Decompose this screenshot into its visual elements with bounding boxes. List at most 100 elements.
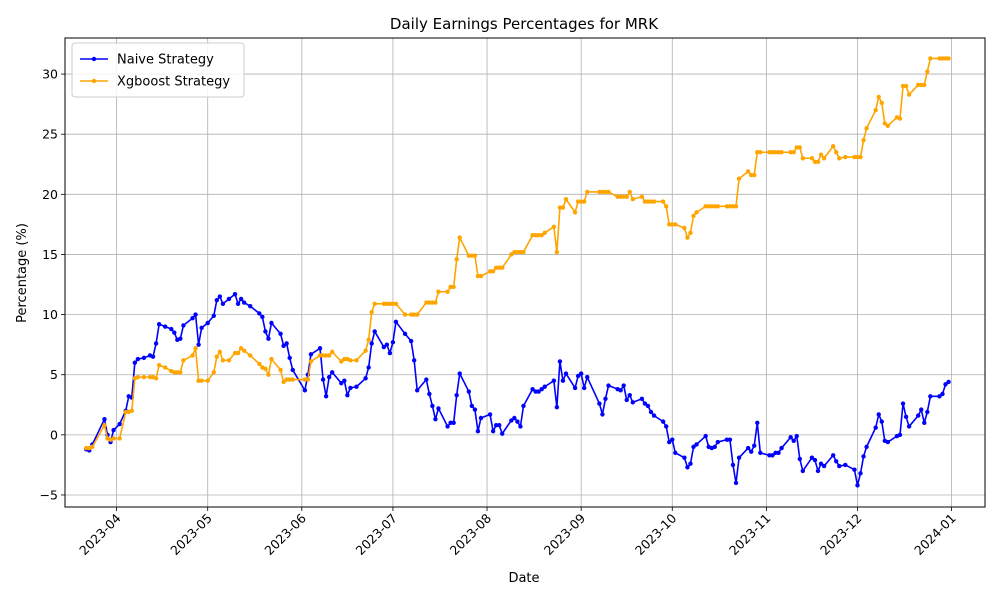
naive-strategy-point — [193, 312, 198, 317]
legend-box — [71, 42, 245, 98]
xgboost-strategy-point — [767, 150, 772, 155]
naive-strategy-point — [788, 435, 793, 440]
naive-strategy-point — [466, 389, 472, 394]
naive-strategy-point — [554, 404, 560, 410]
xgboost-strategy-point — [433, 300, 438, 305]
xgboost-strategy-point — [521, 249, 526, 255]
xgboost-strategy-point — [770, 150, 775, 155]
xgboost-strategy-point — [855, 154, 860, 160]
naive-strategy-point — [773, 450, 778, 456]
naive-strategy-point — [241, 300, 247, 305]
naive-strategy-point — [943, 382, 948, 387]
naive-strategy-point — [815, 468, 821, 474]
naive-strategy-point — [758, 450, 763, 456]
naive-strategy-point — [235, 301, 241, 306]
xgboost-strategy-point — [190, 353, 195, 358]
naive-strategy-point — [812, 457, 818, 463]
naive-strategy-point — [436, 406, 441, 411]
naive-strategy-point — [169, 326, 174, 332]
naive-strategy-point — [487, 412, 493, 417]
xgboost-strategy-point — [117, 436, 122, 441]
naive-strategy-point — [363, 376, 368, 381]
y-tick-label: −5 — [40, 487, 58, 502]
naive-strategy-point — [648, 409, 654, 415]
xgboost-strategy-point — [478, 273, 484, 279]
xgboost-strategy-point — [812, 159, 818, 165]
naive-strategy-point — [345, 392, 350, 398]
naive-strategy-point — [490, 429, 496, 434]
naive-strategy-point — [469, 403, 475, 409]
naive-strategy-point — [478, 415, 484, 421]
naive-strategy-point — [745, 445, 751, 451]
naive-strategy-point — [248, 303, 253, 309]
naive-strategy-point — [102, 417, 107, 422]
xgboost-strategy-point — [624, 194, 629, 199]
xgboost-strategy-point — [320, 353, 326, 358]
naive-strategy-point — [858, 471, 863, 476]
naive-strategy-point — [366, 365, 371, 370]
naive-strategy-point — [919, 407, 924, 412]
xgboost-strategy-point — [339, 359, 344, 364]
xgboost-strategy-point — [830, 144, 836, 149]
xgboost-strategy-point — [90, 444, 95, 450]
xgboost-strategy-point — [387, 301, 393, 306]
naive-strategy-point — [639, 396, 645, 401]
xgboost-strategy-point — [235, 350, 241, 356]
xgboost-strategy-point — [925, 69, 930, 74]
xgboost-strategy-point — [175, 370, 180, 375]
naive-strategy-point — [673, 450, 678, 456]
naive-strategy-point — [621, 383, 626, 388]
xgboost-strategy-point — [879, 100, 884, 106]
xgboost-strategy-point — [172, 370, 177, 375]
xgboost-strategy-point — [469, 253, 475, 258]
xgboost-strategy-point — [363, 348, 368, 353]
naive-strategy-point — [843, 462, 848, 468]
xgboost-strategy-point — [241, 348, 247, 353]
naive-strategy-point — [217, 294, 223, 299]
xgboost-strategy-point — [135, 374, 141, 380]
xgboost-strategy-point — [797, 145, 802, 150]
naive-strategy-point — [472, 407, 478, 412]
xgboost-strategy-point — [557, 205, 563, 210]
xgboost-strategy-point — [342, 356, 347, 362]
naive-strategy-point — [724, 437, 730, 442]
naive-strategy-point — [178, 336, 183, 341]
naive-strategy-point — [749, 449, 754, 454]
xgboost-strategy-point — [290, 377, 295, 382]
naive-strategy-point — [326, 374, 332, 380]
xgboost-strategy-point — [181, 358, 186, 363]
naive-strategy-point — [770, 453, 775, 458]
xgboost-strategy-point — [946, 56, 951, 61]
xgboost-strategy-point — [603, 189, 608, 195]
naive-strategy-point — [427, 391, 432, 397]
naive-strategy-point — [767, 453, 772, 458]
naive-strategy-point — [809, 455, 815, 460]
naive-strategy-point — [560, 378, 566, 383]
xgboost-strategy-point — [667, 222, 672, 227]
y-tick-label: 0 — [50, 427, 58, 442]
y-tick-label: 10 — [42, 307, 58, 322]
xgboost-strategy-point — [861, 138, 866, 143]
xgboost-strategy-point — [402, 312, 408, 317]
xgboost-strategy-point — [457, 235, 462, 240]
naive-strategy-legend-label: Naive Strategy — [117, 53, 214, 68]
xgboost-strategy-point — [466, 253, 472, 258]
naive-strategy-point — [572, 385, 578, 391]
naive-strategy-point — [260, 314, 265, 320]
naive-strategy-point — [557, 359, 563, 364]
xgboost-strategy-point — [384, 301, 390, 306]
naive-strategy-point — [733, 480, 739, 486]
naive-strategy-point — [533, 389, 538, 394]
xgboost-strategy-point — [618, 194, 623, 199]
plot-frame — [64, 37, 986, 508]
xgboost-strategy-point — [238, 346, 244, 351]
xgboost-strategy-point — [329, 349, 335, 355]
naive-strategy-point — [779, 445, 784, 451]
naive-strategy-point — [411, 358, 417, 363]
xgboost-strategy-point — [776, 150, 781, 155]
naive-strategy-point — [603, 396, 608, 401]
xgboost-strategy-point — [84, 445, 89, 451]
xgboost-strategy-point — [308, 359, 314, 364]
naive-strategy-point — [266, 336, 271, 341]
